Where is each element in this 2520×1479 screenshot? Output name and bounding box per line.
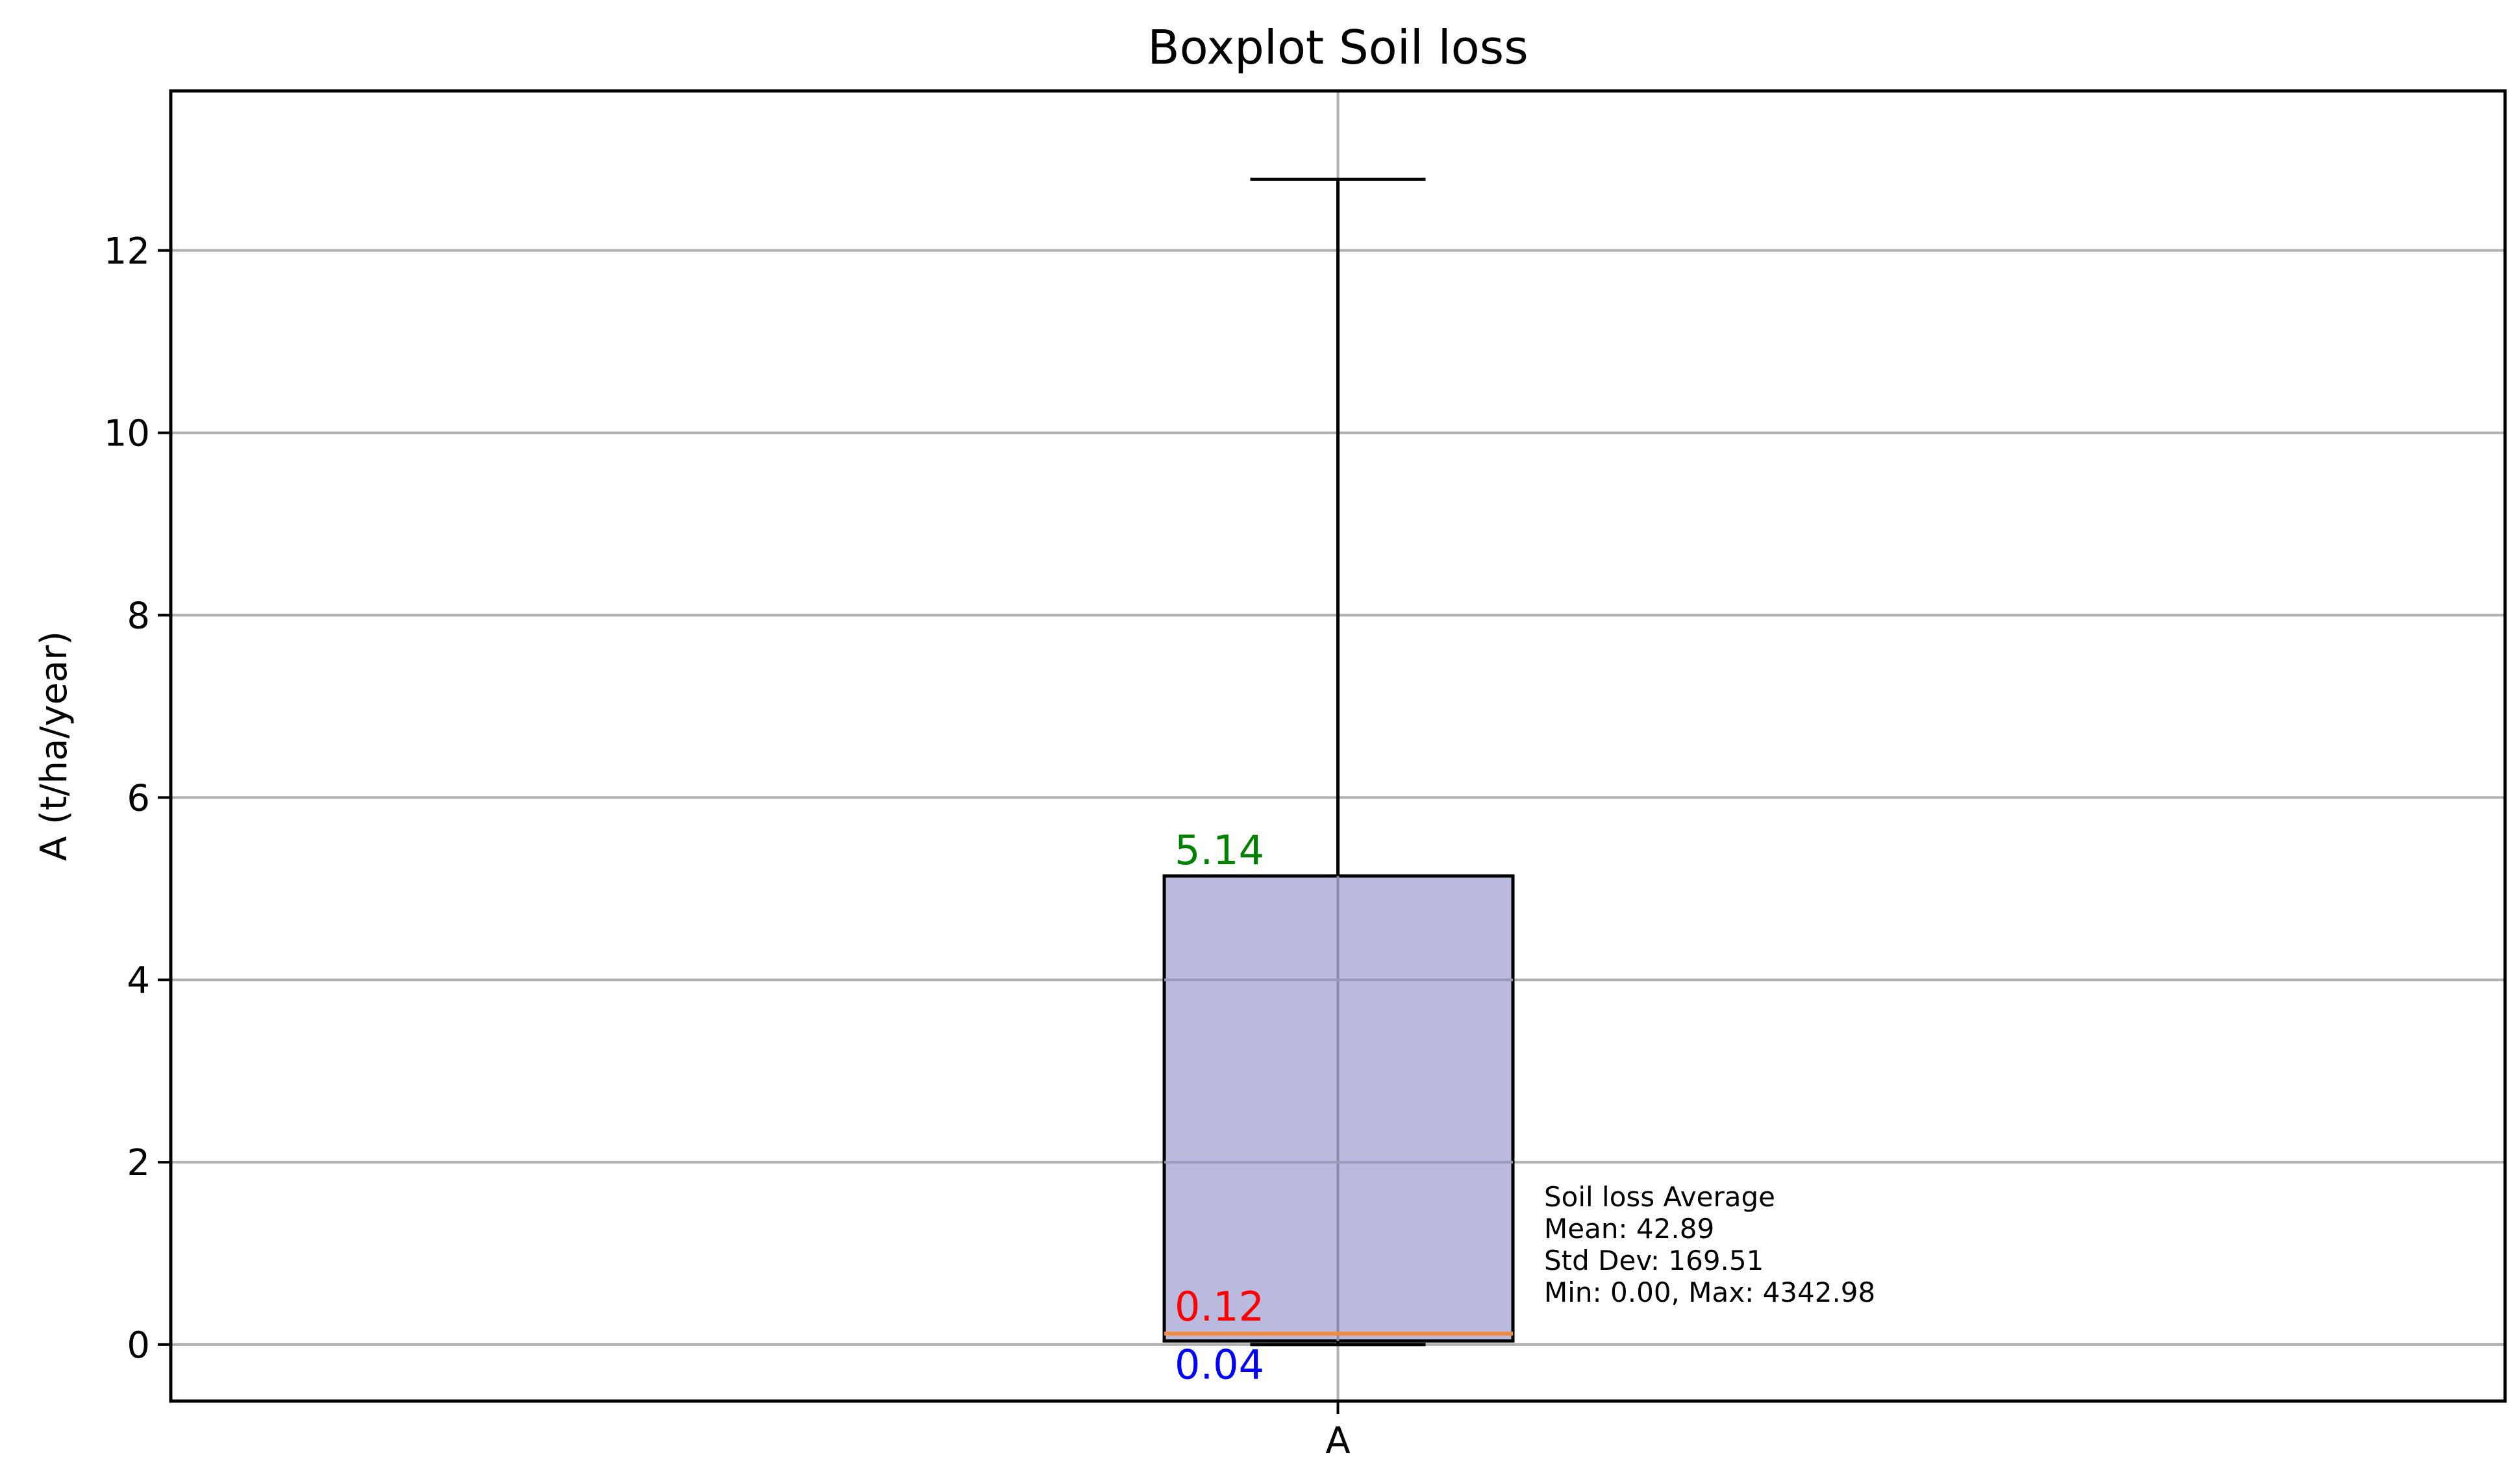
chart-title: Boxplot Soil loss [1147, 20, 1528, 75]
x-tick-label: A [1325, 1420, 1350, 1462]
y-tick-label: 8 [127, 595, 150, 637]
stats-line: Mean: 42.89 [1544, 1213, 1714, 1245]
stats-line: Soil loss Average [1544, 1181, 1775, 1213]
stats-box: Soil loss Average Mean: 42.89 Std Dev: 1… [1544, 1181, 1875, 1308]
y-tick-label: 12 [104, 230, 150, 273]
annotation-median: 0.12 [1175, 1283, 1264, 1330]
stats-line: Min: 0.00, Max: 4342.98 [1544, 1276, 1875, 1308]
y-tick-label: 10 [104, 413, 150, 455]
annotation-q3: 5.14 [1175, 826, 1264, 874]
y-axis-label: A (t/ha/year) [33, 631, 75, 861]
box-layer [1162, 177, 1515, 1347]
y-tick-label: 4 [127, 960, 150, 1002]
stats-line: Std Dev: 169.51 [1544, 1245, 1764, 1276]
y-tick-label: 2 [127, 1142, 150, 1184]
y-tick-label: 6 [127, 777, 150, 819]
tick-layer: 0 2 4 6 8 10 12 A [104, 230, 1351, 1462]
y-tick-label: 0 [127, 1324, 150, 1367]
annotation-q1: 0.04 [1175, 1341, 1264, 1388]
annotation-layer: 5.14 0.12 0.04 [1175, 826, 1264, 1388]
